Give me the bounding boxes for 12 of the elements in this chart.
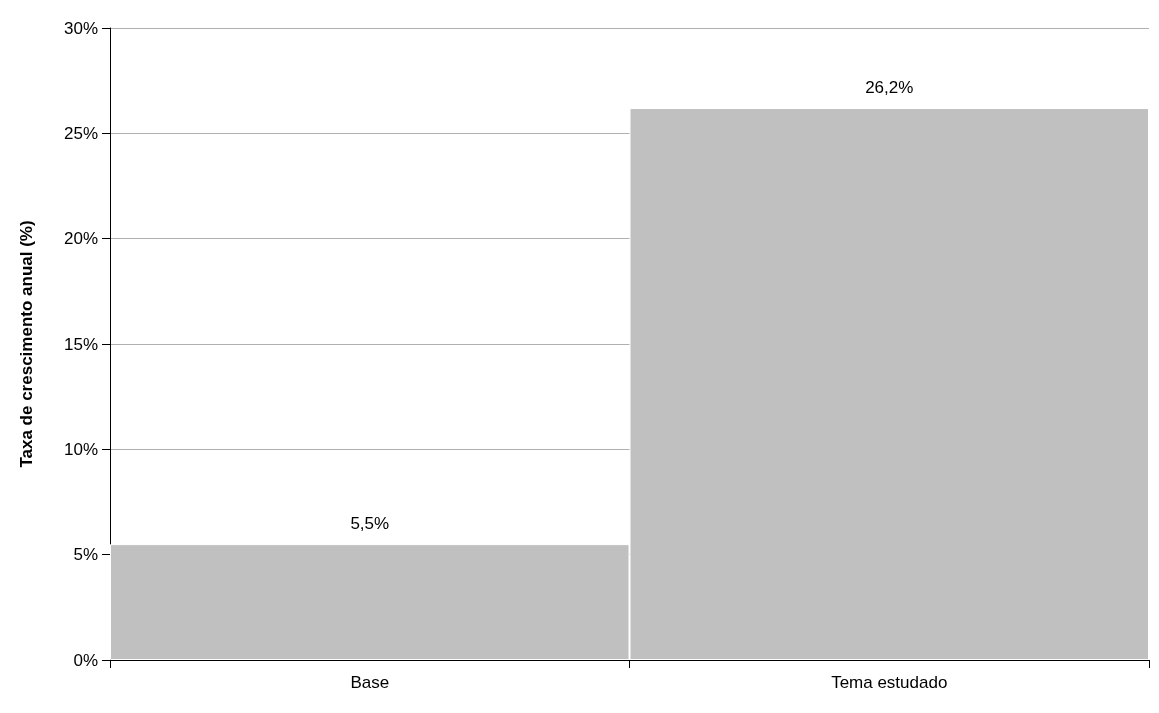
data-label: 26,2%: [865, 78, 914, 98]
y-tick-label: 20%: [63, 229, 98, 249]
x-tick-label: Base: [350, 673, 390, 692]
y-tick-label: 0%: [73, 650, 98, 670]
x-tick-label: Tema estudado: [831, 673, 948, 692]
y-tick-label: 30%: [63, 18, 98, 38]
y-tick-label: 25%: [63, 123, 98, 143]
data-label: 5,5%: [350, 514, 390, 534]
y-tick-label: 5%: [73, 545, 98, 565]
y-tick-label: 15%: [63, 334, 98, 354]
y-tick-label: 10%: [63, 439, 98, 459]
y-axis-title: Taxa de crescimento anual (%): [17, 220, 36, 468]
